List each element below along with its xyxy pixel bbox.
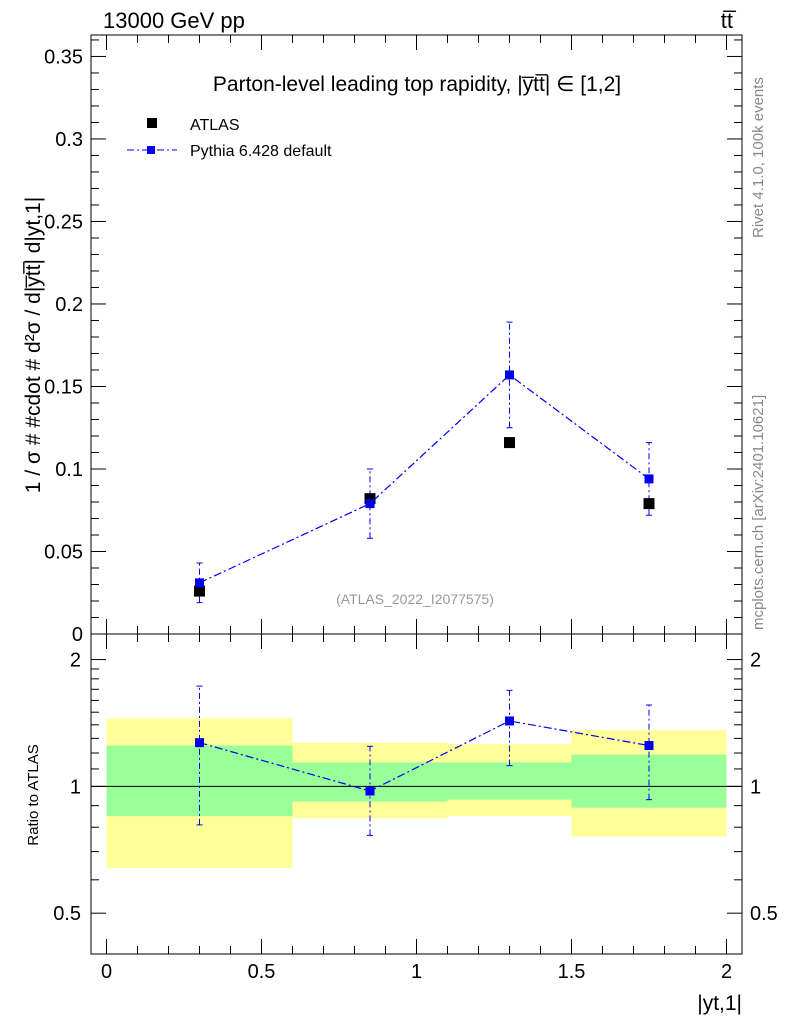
atlas-point xyxy=(194,585,205,597)
ratio-x-tick-label: 2 xyxy=(721,961,732,983)
ratio-x-axis-label: |yt,1| xyxy=(697,992,742,1015)
ratio-point xyxy=(195,738,204,748)
main-panel: 0 0.05 0.1 0.15 0.2 0.25 0.3 0.35 Parton-level … xyxy=(22,34,743,646)
pythia-point xyxy=(365,499,375,509)
pythia-point xyxy=(505,370,514,380)
main-y-tick-label: 0 xyxy=(72,624,83,646)
ratio-x-tick-label: 0.5 xyxy=(248,961,276,983)
atlas-point xyxy=(643,498,655,510)
legend-atlas-label: ATLAS xyxy=(190,117,240,134)
legend-atlas-marker xyxy=(147,118,157,128)
ratio-y-tick-label-right: 2 xyxy=(750,650,761,672)
process-label: tt̅ xyxy=(721,8,737,33)
pythia-point xyxy=(644,474,654,484)
ratio-band-inner xyxy=(447,762,572,800)
ratio-x-tick-label: 1.5 xyxy=(558,961,586,983)
watermark: (ATLAS_2022_I2077575) xyxy=(336,591,494,607)
ratio-y-tick-label: 1 xyxy=(70,776,81,798)
ratio-y-tick-label: 2 xyxy=(70,650,81,672)
ratio-point xyxy=(505,716,514,726)
atlas-point xyxy=(364,493,376,505)
ratio-y-tick-label-right: 1 xyxy=(750,776,761,798)
main-y-tick-label: 0.1 xyxy=(55,459,83,481)
ratio-series-line xyxy=(199,720,650,792)
main-y-tick-label: 0.05 xyxy=(44,541,83,563)
legend-pythia-label: Pythia 6.428 default xyxy=(190,143,332,160)
ratio-x-tick-label: 1 xyxy=(411,961,422,983)
pythia-point xyxy=(195,578,204,588)
main-plot-frame xyxy=(90,34,743,635)
main-title: Parton-level leading top rapidity, |y̅tt… xyxy=(213,73,621,96)
ratio-x-tick-label: 0 xyxy=(101,961,112,983)
ratio-y-axis-label: Ratio to ATLAS xyxy=(25,744,42,845)
ratio-y-tick-label-right: 0.5 xyxy=(750,903,778,925)
ratio-y-tick-label: 0.5 xyxy=(53,903,81,925)
energy-label: 13000 GeV pp xyxy=(103,8,245,33)
legend: ATLAS Pythia 6.428 default xyxy=(127,117,332,160)
ratio-point xyxy=(644,741,654,751)
atlas-point xyxy=(504,437,515,449)
main-y-tick-label: 0.3 xyxy=(55,129,83,151)
legend-pythia-marker xyxy=(147,146,155,154)
main-y-axis-label: 1 / σ # #cdot # d²σ / d|y̅tt̅| d|yt,1| xyxy=(22,197,45,493)
rivet-label: Rivet 4.1.0, 100k events xyxy=(750,77,767,238)
mcplots-label: mcplots.cern.ch [arXiv:2401.10621] xyxy=(750,395,767,630)
ratio-point xyxy=(365,786,375,796)
ratio-band-inner xyxy=(292,762,448,802)
main-y-tick-label: 0.25 xyxy=(44,211,83,233)
ratio-panel: 0.5 0.5 1 1 2 2 0 0.5 1 1.5 2 Ratio to ATLAS |yt,1… xyxy=(25,633,778,1015)
pythia-series-line xyxy=(199,374,650,584)
main-y-tick-label: 0.15 xyxy=(44,376,83,398)
main-y-tick-label: 0.35 xyxy=(44,46,83,68)
main-y-tick-label: 0.2 xyxy=(55,294,83,316)
